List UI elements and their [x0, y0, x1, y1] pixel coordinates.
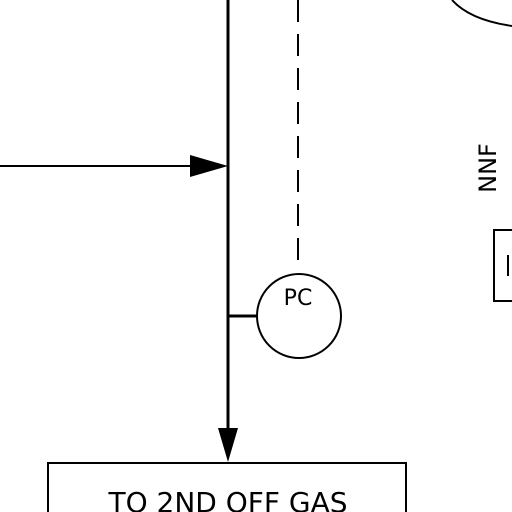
instrument-tag-text: PC: [284, 286, 313, 311]
inlet-arrowhead: [190, 155, 228, 177]
destination-box-text: TO 2ND OFF GAS: [107, 486, 347, 512]
pressure-controller-bubble: [256, 273, 342, 359]
vessel-arc: [451, 0, 512, 27]
side-label-text: NNF: [474, 143, 502, 193]
right-partial-box: [493, 229, 512, 302]
outlet-arrowhead: [218, 428, 238, 462]
destination-box: [47, 462, 407, 512]
